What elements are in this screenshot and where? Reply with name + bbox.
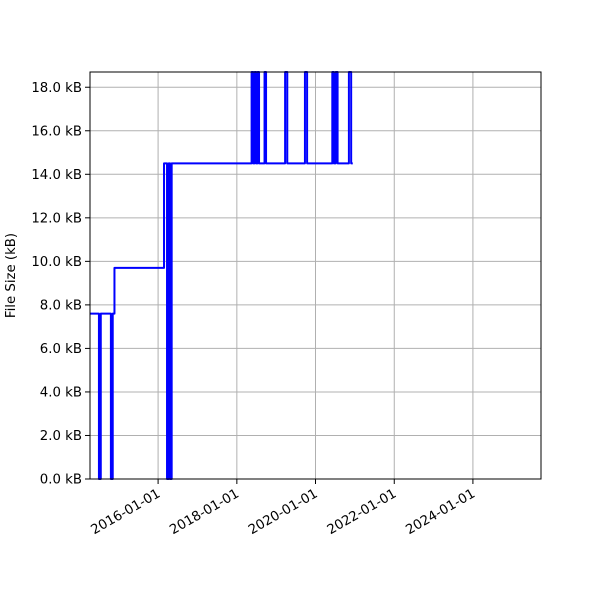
x-tick-label: 2022-01-01 bbox=[325, 486, 399, 538]
y-tick-label: 2.0 kB bbox=[40, 429, 82, 444]
y-tick-label: 0.0 kB bbox=[40, 473, 82, 488]
grid-lines bbox=[90, 72, 541, 480]
x-tick-label: 2016-01-01 bbox=[89, 486, 163, 538]
file-size-series-line bbox=[90, 71, 353, 480]
y-tick-label: 10.0 kB bbox=[31, 255, 82, 270]
y-tick-label: 18.0 kB bbox=[31, 81, 82, 96]
y-axis-ticks: 0.0 kB 2.0 kB 4.0 kB 6.0 kB 8.0 kB 10.0 kB 12.… bbox=[31, 81, 90, 488]
x-tick-label: 2020-01-01 bbox=[246, 486, 320, 538]
x-tick-label: 2018-01-01 bbox=[167, 486, 241, 538]
x-tick-label: 2024-01-01 bbox=[403, 486, 477, 538]
y-tick-label: 14.0 kB bbox=[31, 168, 82, 183]
y-tick-label: 6.0 kB bbox=[40, 342, 82, 357]
file-size-series bbox=[90, 71, 353, 480]
x-axis-ticks: 2016-01-01 2018-01-01 2020-01-01 2022-01-01… bbox=[89, 479, 478, 538]
y-tick-label: 8.0 kB bbox=[40, 298, 82, 313]
y-tick-label: 12.0 kB bbox=[31, 211, 82, 226]
y-tick-label: 16.0 kB bbox=[31, 124, 82, 139]
y-axis-label: File Size (kB) bbox=[4, 233, 19, 318]
y-tick-label: 4.0 kB bbox=[40, 386, 82, 401]
